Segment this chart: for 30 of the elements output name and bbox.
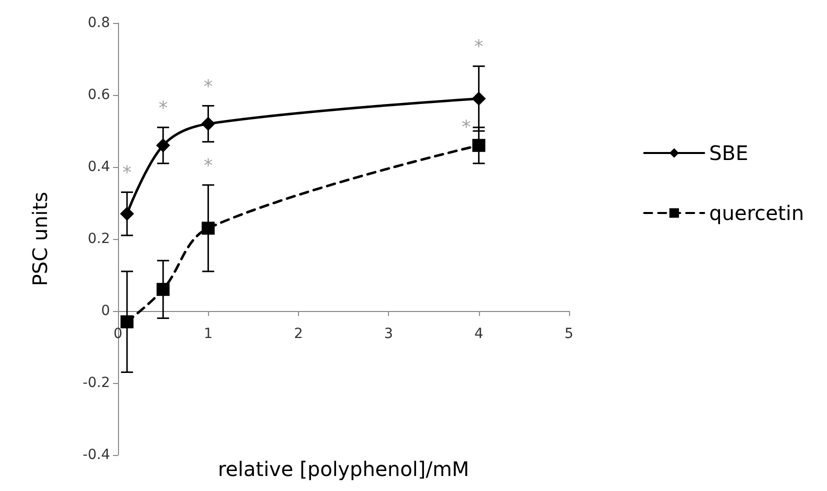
point <box>156 282 170 296</box>
point <box>472 138 486 152</box>
point <box>120 315 134 328</box>
y-tick-label: 0.4 <box>88 159 110 175</box>
point <box>201 116 216 131</box>
y-tick-label: 0.6 <box>88 87 110 103</box>
annotation: * <box>122 162 132 184</box>
y-tick-label: 0.2 <box>88 231 110 247</box>
legend-label: SBE <box>709 141 748 165</box>
y-tick-label: 0.8 <box>88 15 110 31</box>
y-tick-label: 0 <box>101 303 110 319</box>
x-axis-title: relative [polyphenol]/mM <box>218 457 470 481</box>
point <box>472 92 486 106</box>
point <box>156 138 170 152</box>
y-axis-title: PSC units <box>28 192 52 286</box>
x-tick-label: 4 <box>474 326 484 342</box>
point <box>120 206 134 221</box>
legend-label: quercetin <box>709 201 804 225</box>
y-tick-label: -0.2 <box>82 375 110 391</box>
annotation: * <box>158 98 168 119</box>
x-tick-label: 3 <box>384 326 394 342</box>
annotation: * <box>204 156 213 176</box>
point <box>202 222 215 235</box>
x-tick-label: 2 <box>294 326 303 342</box>
y-tick-label: -0.4 <box>82 447 110 463</box>
annotation: * <box>462 116 471 138</box>
annotation: * <box>474 36 484 58</box>
x-tick-label: 5 <box>564 326 574 342</box>
x-tick-label: 1 <box>204 326 213 342</box>
annotation: * <box>204 76 213 98</box>
